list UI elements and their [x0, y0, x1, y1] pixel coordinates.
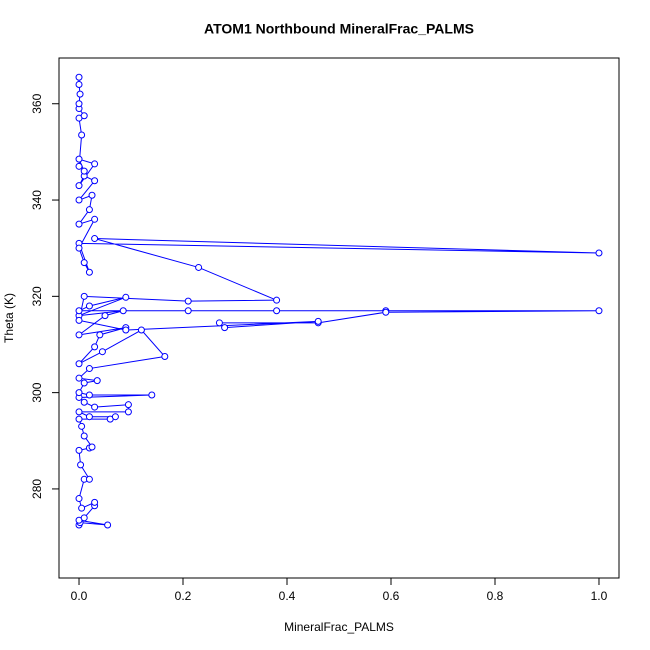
data-point [382, 308, 390, 316]
data-point [124, 408, 132, 416]
data-point [119, 307, 127, 315]
data-point [124, 401, 132, 409]
data-point [75, 374, 83, 382]
data-point [595, 307, 603, 315]
data-point [80, 398, 88, 406]
data-point [595, 249, 603, 257]
data-point [221, 324, 229, 332]
data-point [85, 206, 93, 214]
data-point [75, 408, 83, 416]
data-point [273, 296, 281, 304]
y-axis-label: Theta (K) [2, 293, 16, 343]
data-point [80, 259, 88, 267]
data-point [161, 353, 169, 361]
x-tick-label: 0.6 [383, 589, 400, 603]
data-point [75, 182, 83, 190]
data-point [91, 235, 99, 243]
data-point [78, 422, 86, 430]
data-point [75, 220, 83, 228]
data-point [80, 432, 88, 440]
data-point [75, 73, 83, 81]
chart-title: ATOM1 Northbound MineralFrac_PALMS [204, 21, 474, 37]
data-point [273, 307, 281, 315]
y-tick-label: 320 [30, 286, 44, 306]
data-point [85, 413, 93, 421]
data-point [91, 177, 99, 185]
data-point [75, 331, 83, 339]
data-point [85, 475, 93, 483]
data-point [78, 504, 86, 512]
data-point [148, 391, 156, 399]
x-tick-label: 0.4 [279, 589, 296, 603]
data-point [215, 319, 223, 327]
data-point [184, 307, 192, 315]
data-point [80, 292, 88, 300]
data-point [137, 326, 145, 334]
data-point [101, 312, 109, 320]
x-tick-label: 0.0 [71, 589, 88, 603]
data-point [75, 316, 83, 324]
data-point [91, 498, 99, 506]
data-point [80, 514, 88, 522]
x-axis-label: MineralFrac_PALMS [284, 620, 394, 634]
data-point [111, 413, 119, 421]
data-point [98, 348, 106, 356]
data-point [104, 521, 112, 529]
data-point [85, 391, 93, 399]
plot-frame [58, 57, 620, 579]
data-point [77, 461, 85, 469]
data-point [85, 268, 93, 276]
data-point [96, 331, 104, 339]
y-tick-label: 360 [30, 93, 44, 113]
data-point [91, 160, 99, 168]
data-point [75, 495, 83, 503]
y-tick-label: 340 [30, 190, 44, 210]
y-tick-label: 280 [30, 479, 44, 499]
data-point [78, 131, 86, 139]
x-tick-label: 0.2 [175, 589, 192, 603]
data-point [91, 215, 99, 223]
data-point [184, 297, 192, 305]
data-point [80, 112, 88, 120]
data-point [195, 263, 203, 271]
data-point [85, 302, 93, 310]
data-point [75, 155, 83, 163]
y-tick-label: 300 [30, 382, 44, 402]
data-line [77, 77, 599, 526]
data-point [80, 379, 88, 387]
data-point [75, 244, 83, 252]
data-point [88, 191, 96, 199]
data-point [88, 443, 96, 451]
data-point [75, 307, 83, 315]
data-point [75, 162, 83, 170]
data-point [75, 360, 83, 368]
data-point [122, 326, 130, 334]
data-point [75, 196, 83, 204]
data-point [75, 80, 83, 88]
data-point [85, 365, 93, 373]
data-point [91, 343, 99, 351]
data-point [75, 389, 83, 397]
x-tick-label: 0.8 [487, 589, 504, 603]
data-point [76, 90, 84, 98]
data-point [314, 317, 322, 325]
data-point [80, 167, 88, 175]
data-point [91, 403, 99, 411]
data-point [75, 415, 83, 423]
data-point [75, 446, 83, 454]
data-point [122, 293, 130, 301]
x-tick-label: 1.0 [591, 589, 608, 603]
data-point [93, 377, 101, 385]
data-point [75, 100, 83, 108]
